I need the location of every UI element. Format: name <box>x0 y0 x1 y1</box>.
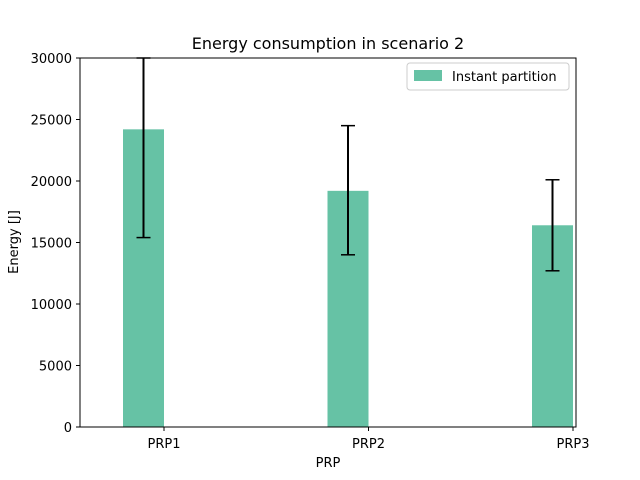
x-tick-label: PRP3 <box>557 437 590 452</box>
chart-title: Energy consumption in scenario 2 <box>192 34 464 53</box>
y-tick-label: 5000 <box>39 360 72 375</box>
y-tick-label: 0 <box>64 421 72 436</box>
y-tick-label: 20000 <box>31 175 72 190</box>
y-tick-label: 25000 <box>31 114 72 129</box>
y-axis: 0 5000 10000 15000 20000 25000 30000 <box>31 52 80 436</box>
x-tick-label: PRP2 <box>352 437 385 452</box>
error-bars-group <box>136 57 560 272</box>
legend-label: Instant partition <box>452 70 557 85</box>
x-axis-title: PRP <box>316 456 341 471</box>
legend-frame <box>406 62 570 91</box>
y-tick-label: 15000 <box>31 237 72 252</box>
legend-swatch <box>414 70 442 81</box>
x-tick-label: PRP1 <box>148 437 181 452</box>
y-axis-title: Energy [J] <box>7 210 22 274</box>
x-axis: PRP1 PRP2 PRP3 <box>148 427 590 452</box>
y-tick-label: 10000 <box>31 298 72 313</box>
y-tick-label: 30000 <box>31 52 72 67</box>
legend: Instant partition <box>406 62 570 91</box>
